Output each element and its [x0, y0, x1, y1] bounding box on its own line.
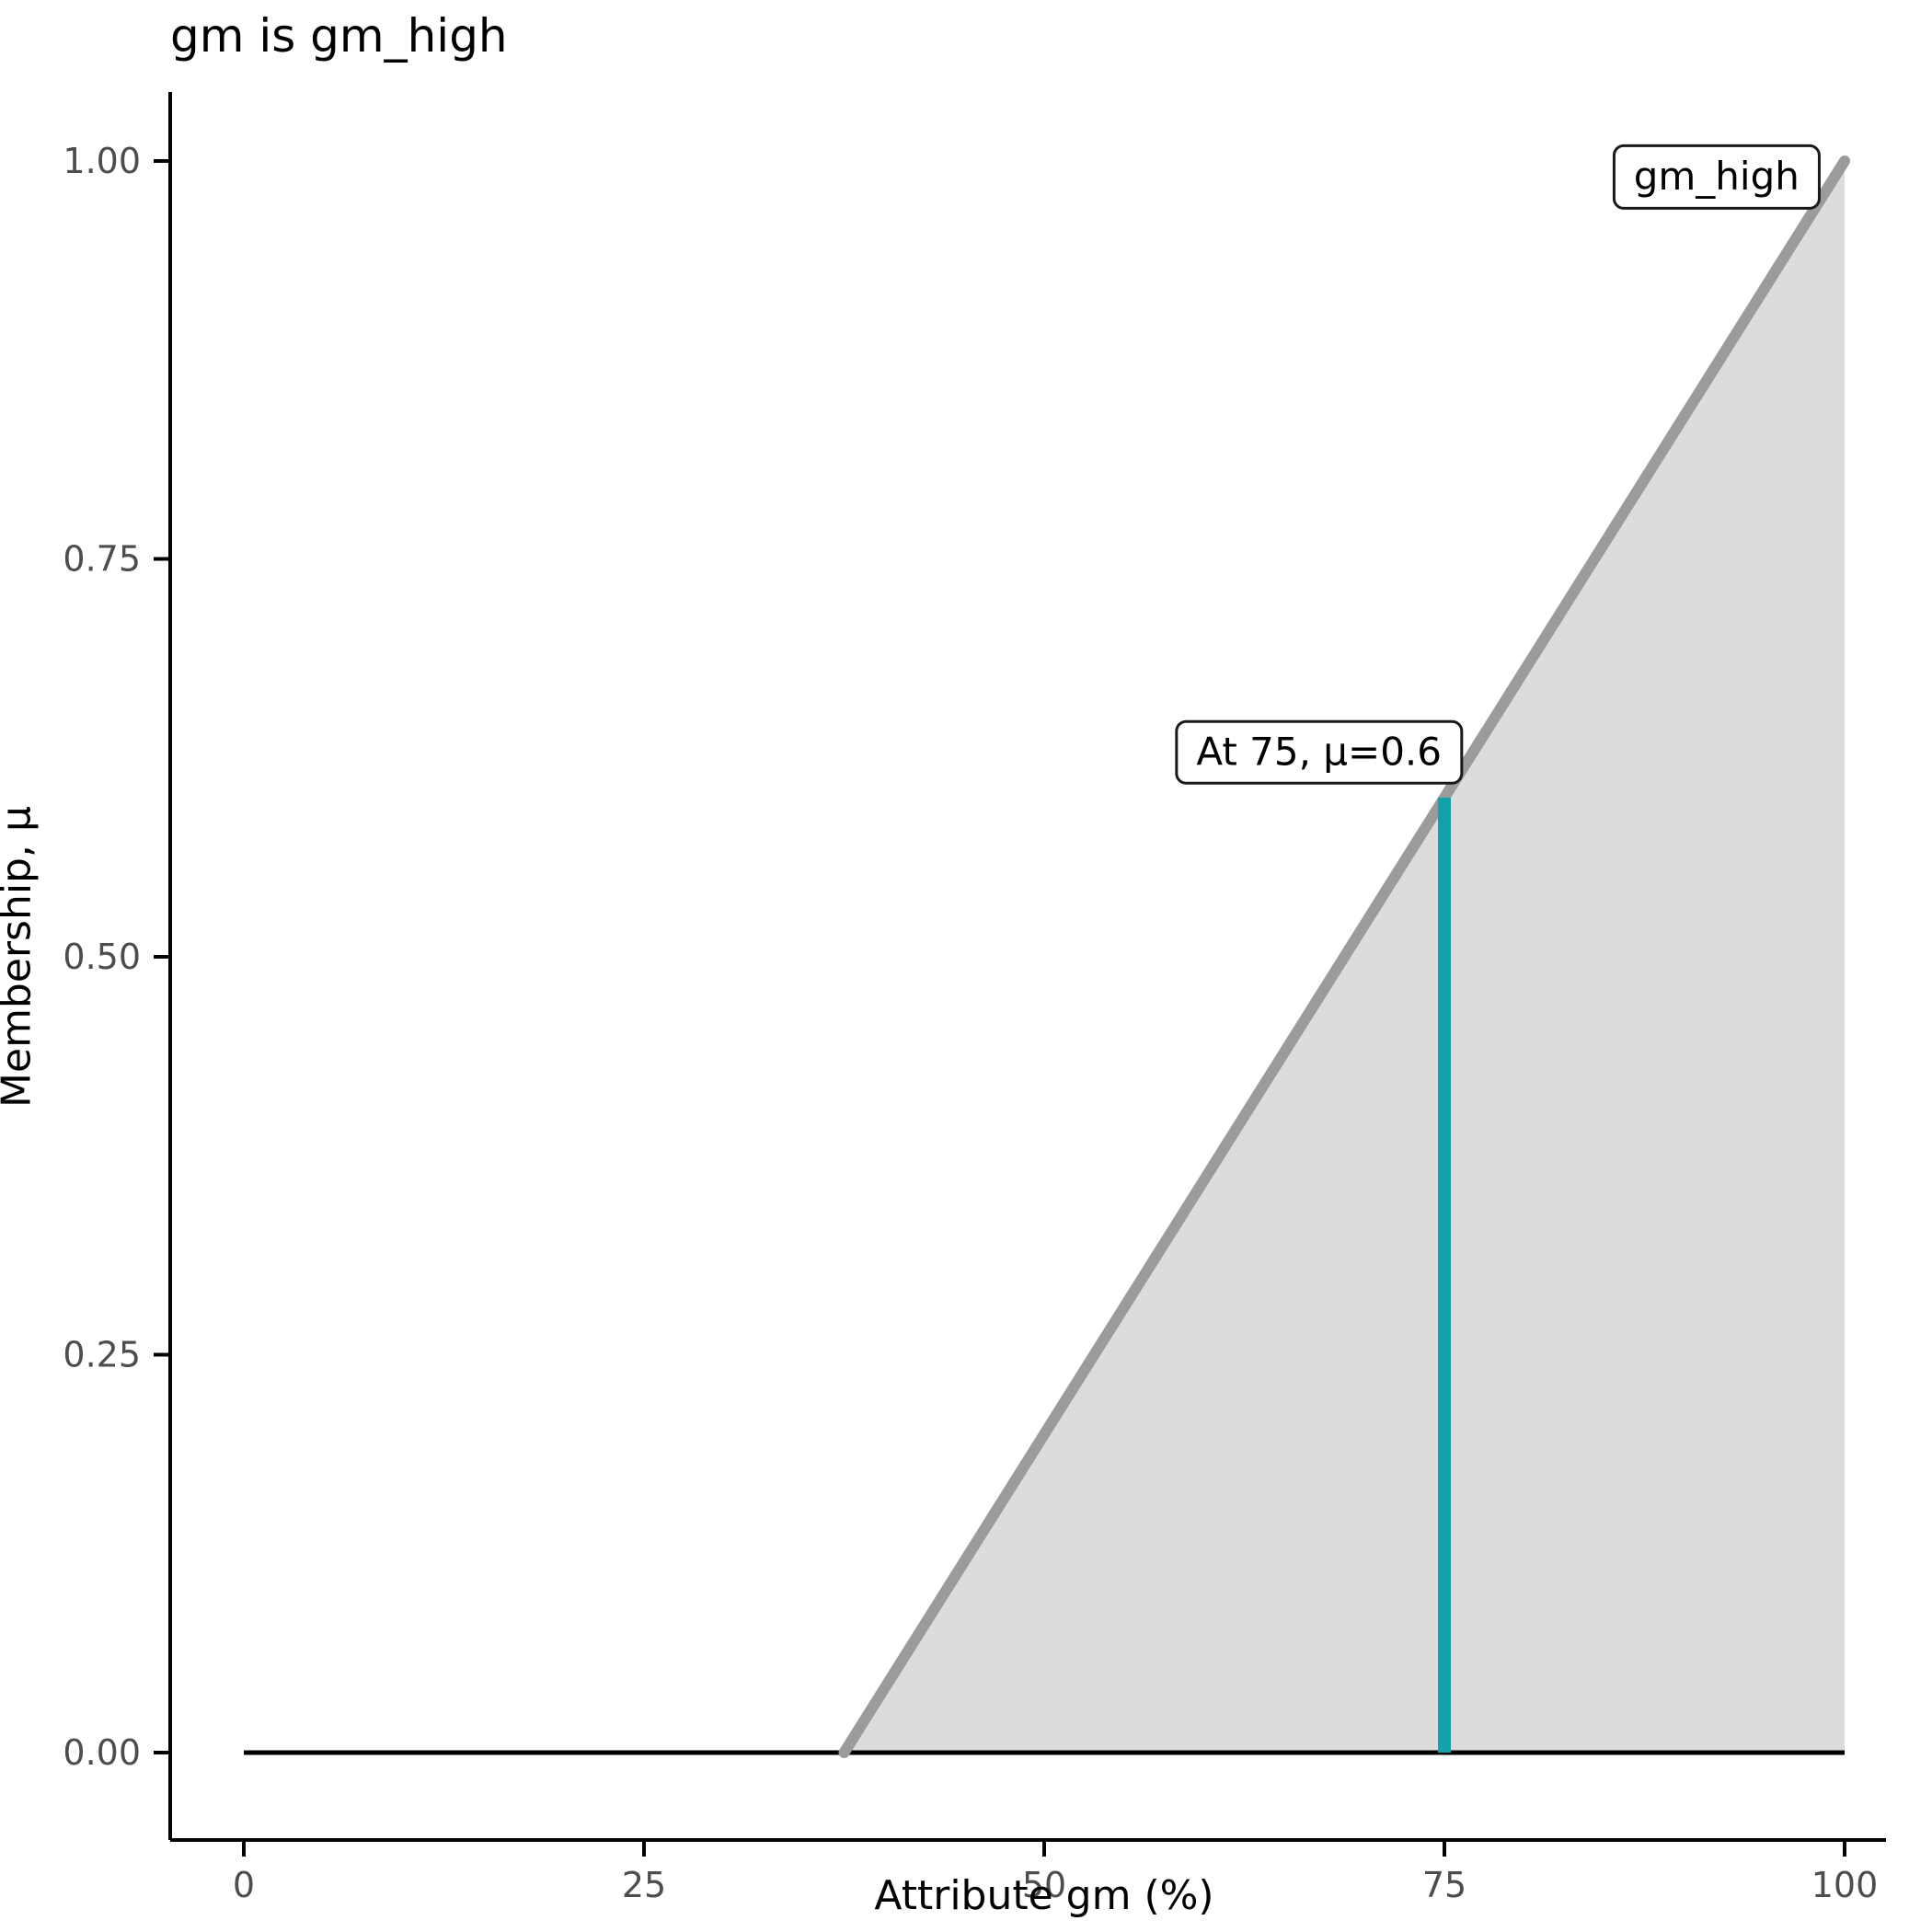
y-tick-label: 0.50: [63, 937, 141, 977]
y-tick-label: 1.00: [63, 141, 141, 181]
marker-annotation: At 75, μ=0.6: [1175, 719, 1463, 785]
x-tick-label: 100: [1811, 1865, 1879, 1905]
series-label-gm-high: gm_high: [1612, 144, 1821, 210]
x-tick-label: 75: [1422, 1865, 1466, 1905]
y-axis-ticks: 0.00 0.25 0.50 0.75 1.00: [63, 141, 170, 1773]
y-tick-label: 0.25: [63, 1335, 141, 1375]
y-axis-title: Membership, μ: [0, 806, 40, 1108]
membership-line: [838, 155, 1850, 1758]
x-axis-ticks: 0 25 50 75 100: [233, 1840, 1878, 1905]
x-tick-label: 50: [1022, 1865, 1066, 1905]
x-tick-label: 0: [233, 1865, 255, 1905]
x-axis-title: Attribute gm (%): [874, 1872, 1214, 1919]
y-tick-label: 0.00: [63, 1732, 141, 1773]
y-tick-label: 0.75: [63, 539, 141, 580]
x-tick-label: 25: [622, 1865, 666, 1905]
chart-title: gm is gm_high: [170, 9, 508, 63]
